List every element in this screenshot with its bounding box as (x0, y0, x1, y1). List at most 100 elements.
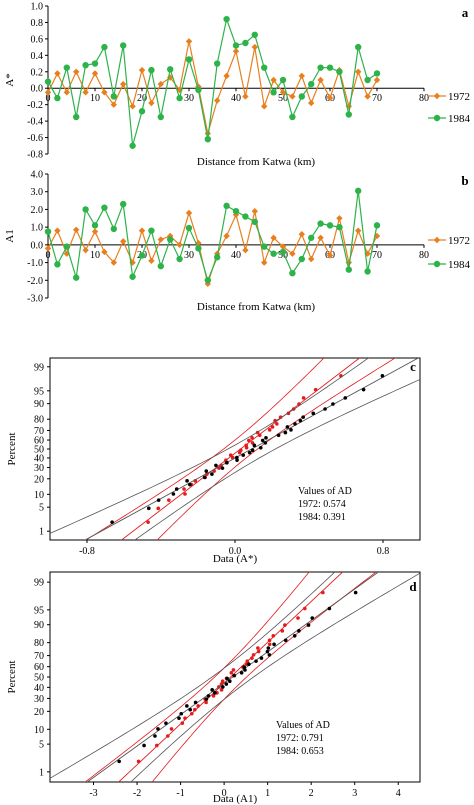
data-point-1984 (283, 430, 288, 435)
data-point-1984 (54, 261, 61, 268)
data-point-1972 (301, 396, 306, 400)
y-tick-label: 1.0 (31, 223, 44, 234)
data-point-1984 (327, 606, 332, 611)
data-point-1984 (326, 222, 334, 229)
annotation-title: Values of AD (276, 720, 330, 731)
data-point-1984 (242, 39, 249, 47)
data-point-1984 (73, 274, 80, 281)
data-point-1972 (261, 259, 268, 266)
data-point-1984 (202, 475, 207, 480)
y-tick-label: 50 (34, 673, 44, 684)
data-point-1972 (267, 638, 272, 643)
data-point-1984 (63, 243, 70, 250)
x-tick-label: -3 (89, 788, 97, 799)
data-point-1972 (373, 232, 381, 240)
data-point-1984 (223, 15, 230, 23)
plot-area (50, 572, 420, 782)
data-point-1972 (120, 238, 127, 245)
data-point-1984 (82, 206, 89, 213)
x-tick-label: 0 (222, 788, 227, 799)
y-tick-label: -3.0 (27, 294, 43, 305)
annotation-title: Values of AD (298, 486, 352, 497)
data-point-1984 (44, 78, 52, 85)
data-point-1984 (289, 113, 296, 121)
data-point-1984 (292, 634, 297, 638)
data-point-1984 (270, 250, 277, 257)
y-tick-label: 80 (34, 638, 44, 649)
data-point-1984 (213, 691, 217, 695)
data-point-1984 (110, 93, 118, 100)
data-point-1984 (232, 673, 236, 678)
data-point-1984 (250, 448, 255, 453)
data-point-1984 (308, 234, 315, 241)
data-point-1984 (225, 676, 229, 681)
y-tick-label: 0.0 (31, 84, 44, 95)
data-point-1984 (232, 208, 240, 215)
y-tick-label: 0.4 (31, 51, 44, 62)
data-point-1984 (167, 236, 174, 243)
y-tick-label: 5 (39, 740, 44, 751)
annotation-line-1984: 1984: 0.653 (276, 746, 324, 757)
data-point-1972 (267, 642, 272, 647)
x-tick-label: 30 (184, 250, 194, 261)
data-point-1984 (177, 716, 181, 720)
data-point-1972 (251, 43, 258, 51)
data-point-1984 (265, 649, 270, 654)
data-point-1984 (185, 479, 189, 483)
x-tick-label: 70 (372, 93, 382, 104)
confidence-band-1984 (130, 572, 420, 782)
data-point-1984 (204, 697, 209, 701)
y-tick-label: 60 (34, 662, 44, 673)
data-point-1972 (238, 448, 243, 453)
data-point-1984 (380, 374, 385, 378)
legend-marker-1984 (433, 260, 441, 268)
legend-label-1972: 1972 (448, 91, 470, 103)
confidence-band-1972 (84, 572, 310, 782)
data-point-1984 (157, 262, 164, 270)
x-tick-label: 10 (90, 93, 100, 104)
data-point-1972 (296, 616, 300, 620)
data-point-1984 (297, 629, 301, 633)
confidence-band-1972 (156, 358, 396, 540)
data-point-1972 (280, 629, 285, 633)
data-point-1972 (82, 89, 89, 96)
data-point-1984 (188, 707, 193, 712)
y-tick-label: -0.2 (27, 100, 43, 111)
annotation-line-1972: 1972: 0.791 (276, 733, 324, 744)
data-point-1972 (250, 441, 255, 445)
data-point-1984 (279, 76, 287, 84)
data-point-1984 (310, 616, 315, 620)
data-point-1972 (228, 453, 233, 457)
data-point-1972 (185, 38, 193, 45)
data-point-1972 (101, 248, 108, 256)
data-point-1972 (138, 227, 146, 234)
x-tick-label: 0.0 (229, 546, 242, 557)
y-tick-label: 5 (39, 503, 44, 514)
data-point-1984 (142, 743, 146, 748)
y-tick-label: 0.0 (31, 240, 44, 251)
data-point-1972 (219, 688, 224, 692)
y-tick-label: 60 (34, 436, 44, 447)
data-point-1984 (241, 453, 246, 457)
y-tick-label: 40 (34, 683, 44, 694)
data-point-1984 (373, 222, 381, 229)
data-point-1984 (156, 498, 161, 502)
y-tick-label: 95 (34, 605, 44, 616)
data-point-1972 (176, 241, 183, 249)
confidence-band-1972 (85, 358, 325, 540)
data-point-1984 (289, 270, 296, 277)
data-point-1972 (251, 653, 256, 657)
panel-label: a (462, 5, 469, 20)
data-point-1972 (232, 211, 240, 218)
x-tick-label: -0.8 (79, 546, 95, 557)
data-point-1972 (63, 89, 70, 96)
data-point-1984 (138, 252, 146, 259)
data-point-1984 (323, 407, 327, 411)
data-point-1972 (247, 438, 251, 443)
x-axis-label: Data (A*) (213, 553, 258, 565)
data-point-1972 (326, 252, 334, 259)
data-point-1972 (183, 716, 187, 720)
annotation-line-1972: 1972: 0.574 (298, 499, 346, 510)
panel-label: b (461, 173, 468, 188)
